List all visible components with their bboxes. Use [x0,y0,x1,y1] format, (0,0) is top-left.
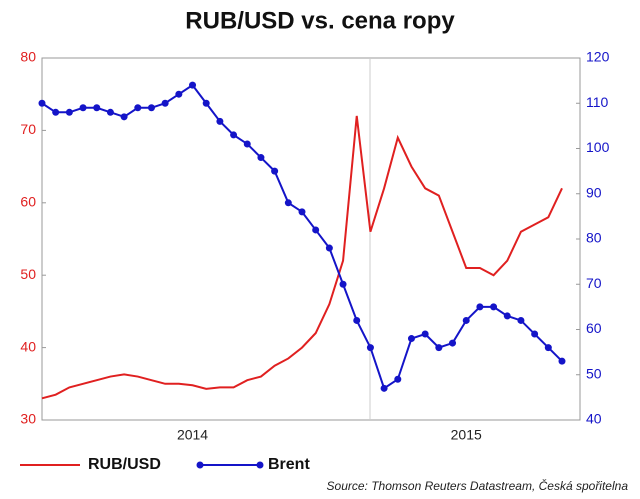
y-tick-label: 40 [20,338,36,354]
series-point [216,117,224,125]
series-line [41,115,563,400]
series-point [230,131,238,139]
series-point [490,303,498,311]
series-point [65,108,73,116]
series-point [189,81,197,89]
series-point [271,167,279,175]
y2-tick-label: 60 [586,320,602,336]
series-point [531,330,539,338]
y2-tick-label: 50 [586,365,602,381]
series-point [202,99,210,107]
series-point [476,303,484,311]
y2-tick-label: 70 [586,275,602,291]
series-point [517,316,525,324]
y2-tick-label: 90 [586,184,602,200]
series-point [435,344,443,352]
plot-frame [41,57,581,421]
series-point [462,316,470,324]
y-tick-label: 80 [20,49,36,65]
series-point [134,104,142,112]
series-point [325,244,333,252]
series-point [449,339,457,347]
series-point [120,113,128,121]
series-point [175,90,183,98]
series-point [243,140,251,148]
y-tick-label: 50 [20,266,36,282]
x-tick-label: 2015 [451,427,482,443]
series-point [421,330,429,338]
series-point [544,344,552,352]
series-line [41,83,563,390]
series-point [38,99,46,107]
series-point [407,335,415,343]
series-point [298,208,306,216]
series-point [366,344,374,352]
chart-title: RUB/USD vs. cena ropy [185,7,455,34]
legend-label: Brent [268,456,310,473]
series-point [284,199,292,207]
y2-tick-label: 110 [586,94,609,110]
y2-tick-label: 80 [586,230,602,246]
series-point [558,357,566,365]
series-point [79,104,87,112]
y-tick-label: 60 [20,194,36,210]
source-note: Source: Thomson Reuters Datastream, Česk… [327,478,629,493]
x-tick-label: 2014 [177,427,208,443]
y2-tick-label: 40 [586,411,602,427]
legend-label: RUB/USD [88,456,161,473]
series-point [339,280,347,288]
series-point [257,154,265,162]
series-point [147,104,155,112]
series-point [93,104,101,112]
y2-tick-label: 100 [586,139,610,155]
y2-tick-label: 120 [586,49,610,65]
series-point [161,99,169,107]
series-point [106,108,114,116]
legend-dot [196,461,204,469]
series-point [52,108,60,116]
series-point [353,316,361,324]
y-tick-label: 30 [20,411,36,427]
series-point [380,384,388,392]
series-point [394,375,402,383]
series-point [503,312,511,320]
legend-dot [256,461,264,469]
series-point [312,226,320,234]
y-tick-label: 70 [20,121,36,137]
